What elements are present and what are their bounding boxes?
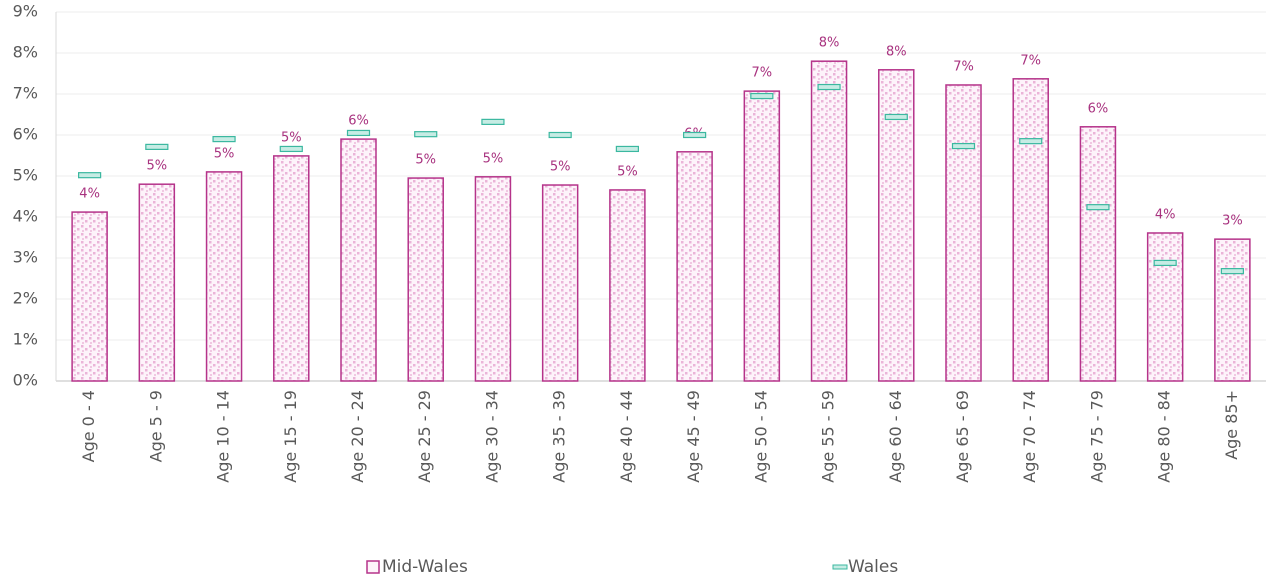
data-label: 4% — [79, 187, 100, 202]
x-tick-label: Age 70 - 74 — [1020, 390, 1039, 483]
marker — [548, 131, 572, 139]
data-label: 8% — [886, 44, 907, 59]
bar — [340, 138, 377, 382]
x-tick-label: Age 15 - 19 — [281, 390, 300, 483]
x-tick-label: Age 25 - 29 — [415, 390, 434, 483]
bar — [273, 155, 310, 382]
data-label: 6% — [348, 114, 369, 129]
data-label: 7% — [1020, 53, 1041, 68]
bar — [1079, 126, 1117, 382]
marker — [1153, 259, 1177, 267]
data-label: 3% — [1222, 214, 1243, 229]
data-label: 5% — [415, 153, 436, 168]
bar — [71, 211, 108, 382]
x-tick-label: Age 35 - 39 — [550, 390, 569, 483]
x-tick-label: Age 80 - 84 — [1155, 390, 1174, 483]
bar — [810, 60, 848, 382]
bar — [743, 90, 781, 382]
data-label: 5% — [214, 146, 235, 161]
y-tick-label: 3% — [13, 248, 38, 267]
bar — [676, 151, 713, 382]
data-label: 7% — [752, 66, 773, 81]
y-tick-label: 4% — [13, 207, 38, 226]
x-tick-label: Age 0 - 4 — [79, 390, 98, 462]
x-tick-label: Age 85+ — [1222, 390, 1241, 460]
data-label: 5% — [617, 164, 638, 179]
bar — [541, 184, 579, 382]
bar — [1214, 238, 1251, 382]
y-tick-label: 2% — [13, 289, 38, 308]
bar — [138, 183, 176, 382]
x-tick-label: Age 60 - 64 — [886, 390, 905, 483]
bar — [609, 189, 646, 382]
legend-label: Wales — [848, 557, 898, 577]
data-label: 6% — [1088, 101, 1109, 116]
legend-swatch — [832, 564, 848, 570]
bar — [945, 84, 982, 382]
data-label: 8% — [819, 36, 840, 51]
marker — [212, 136, 236, 143]
data-label: 5% — [147, 159, 168, 174]
x-tick-label: Age 5 - 9 — [146, 390, 165, 462]
data-label: 7% — [953, 59, 974, 74]
marker — [481, 118, 505, 125]
x-tick-label: Age 45 - 49 — [684, 390, 703, 483]
bar — [1146, 232, 1184, 382]
y-tick-label: 5% — [13, 166, 38, 185]
data-label: 5% — [550, 160, 571, 175]
marker — [414, 131, 438, 138]
y-tick-label: 6% — [13, 125, 38, 144]
x-tick-label: Age 65 - 69 — [953, 390, 972, 483]
data-label: 4% — [1155, 207, 1176, 222]
x-tick-label: Age 40 - 44 — [617, 390, 636, 483]
y-tick-label: 8% — [13, 43, 38, 62]
bar — [1012, 78, 1049, 382]
bar — [878, 69, 915, 382]
x-tick-label: Age 75 - 79 — [1087, 390, 1106, 483]
data-label: 5% — [281, 130, 302, 145]
bar — [205, 171, 243, 382]
x-tick-label: Age 20 - 24 — [348, 390, 367, 483]
x-tick-label: Age 30 - 34 — [482, 390, 501, 483]
legend-label: Mid-Wales — [382, 557, 468, 577]
y-tick-label: 0% — [13, 371, 38, 390]
x-tick-label: Age 55 - 59 — [819, 390, 838, 483]
marker — [1220, 268, 1244, 275]
legend-swatch — [366, 560, 380, 574]
marker — [1019, 138, 1043, 145]
marker — [615, 145, 639, 153]
bar — [407, 177, 444, 382]
marker — [279, 145, 303, 153]
y-tick-label: 7% — [13, 84, 38, 103]
bar — [474, 176, 512, 382]
x-tick-label: Age 50 - 54 — [751, 390, 770, 483]
data-label: 5% — [483, 151, 504, 166]
marker — [817, 83, 841, 91]
y-tick-label: 1% — [13, 330, 38, 349]
y-tick-label: 9% — [13, 2, 38, 21]
x-tick-label: Age 10 - 14 — [214, 390, 233, 483]
marker — [1086, 204, 1110, 211]
marker — [951, 142, 976, 150]
marker — [750, 92, 774, 100]
marker — [884, 113, 908, 121]
marker — [78, 172, 102, 179]
marker — [346, 129, 371, 137]
marker — [145, 143, 169, 150]
marker — [683, 131, 707, 139]
